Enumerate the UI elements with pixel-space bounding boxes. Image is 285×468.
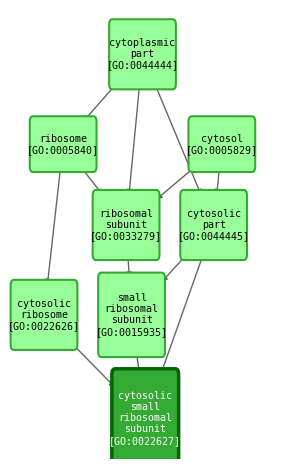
Text: ribosome
[GO:0005840]: ribosome [GO:0005840]: [27, 133, 99, 155]
Text: small
ribosomal
subunit
[GO:0015935]: small ribosomal subunit [GO:0015935]: [95, 293, 168, 336]
Text: ribosomal
subunit
[GO:0033279]: ribosomal subunit [GO:0033279]: [90, 209, 162, 241]
Text: cytosol
[GO:0005829]: cytosol [GO:0005829]: [186, 133, 258, 155]
Text: cytoplasmic
part
[GO:0044444]: cytoplasmic part [GO:0044444]: [107, 38, 178, 71]
Text: cytosolic
part
[GO:0044445]: cytosolic part [GO:0044445]: [178, 209, 250, 241]
FancyBboxPatch shape: [112, 369, 179, 468]
FancyBboxPatch shape: [180, 190, 247, 260]
FancyBboxPatch shape: [30, 116, 97, 172]
FancyBboxPatch shape: [93, 190, 160, 260]
FancyBboxPatch shape: [98, 273, 165, 357]
Text: cytosolic
ribosome
[GO:0022626]: cytosolic ribosome [GO:0022626]: [8, 299, 80, 331]
FancyBboxPatch shape: [11, 280, 78, 350]
FancyBboxPatch shape: [188, 116, 255, 172]
Text: cytosolic
small
ribosomal
subunit
[GO:0022627]: cytosolic small ribosomal subunit [GO:00…: [109, 391, 181, 446]
FancyBboxPatch shape: [109, 19, 176, 89]
